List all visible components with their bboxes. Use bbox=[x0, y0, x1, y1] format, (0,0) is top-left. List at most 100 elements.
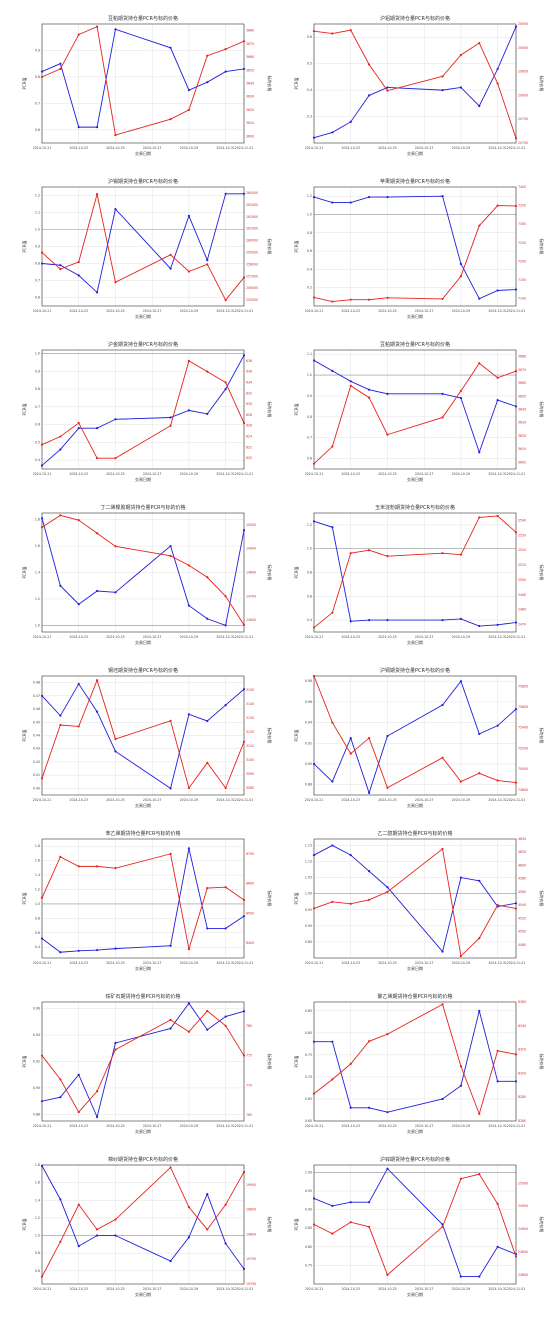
price-point bbox=[386, 890, 389, 893]
price-point bbox=[367, 549, 371, 552]
chart-panel: 0.6 0.7 0.8 0.9 1.0 1.1 3600 3610 3620 3630 3640 36… bbox=[278, 334, 548, 498]
chart-svg: 0.6 0.7 0.8 0.9 1.0 1.1 3600 3610 3620 3630 3640 36… bbox=[293, 341, 545, 482]
price-point bbox=[349, 29, 352, 32]
pcr-point bbox=[206, 259, 209, 262]
price-point bbox=[349, 752, 352, 755]
chart-svg: 0.6 0.7 0.8 0.9 3600 3610 3620 3630 3640 3650 3660… bbox=[21, 15, 273, 156]
x-tick-label: 2024-11-01 bbox=[507, 635, 526, 639]
pcr-point bbox=[386, 734, 389, 738]
x-axis-label: 交易日期 bbox=[407, 1291, 423, 1297]
y2-tick-label: 20750 bbox=[518, 117, 528, 121]
y2-tick-label: 632 bbox=[246, 391, 252, 395]
chart-panel: 0.88 0.90 0.92 0.94 0.96 765 770 775 780 2024-10-… bbox=[6, 986, 276, 1150]
y-tick-label: 0.4 bbox=[35, 945, 40, 949]
price-series-line bbox=[41, 1166, 245, 1277]
pcr-point bbox=[59, 584, 62, 587]
y-axis-label: PCR值 bbox=[21, 730, 27, 742]
x-tick-label: 2024-10-27 bbox=[143, 635, 162, 639]
chart-title: 豆粕期货持仓量PCR与标的价格 bbox=[380, 341, 450, 348]
y2-tick-label: 75800 bbox=[518, 684, 528, 688]
pcr-point bbox=[459, 876, 463, 879]
y2-tick-label: 264000 bbox=[246, 191, 258, 195]
y-tick-label: 0.6 bbox=[307, 35, 312, 39]
price-point bbox=[496, 514, 499, 518]
y2-tick-label: 638 bbox=[246, 359, 252, 363]
y-tick-label: 0.45 bbox=[33, 720, 40, 724]
x-axis-label: 交易日期 bbox=[407, 1128, 423, 1134]
price-point bbox=[169, 118, 172, 121]
price-point bbox=[496, 779, 499, 782]
y-tick-label: 0.8 bbox=[307, 415, 312, 419]
price-point bbox=[206, 886, 209, 890]
x-tick-label: 2024-10-21 bbox=[33, 635, 52, 639]
pcr-point bbox=[40, 694, 44, 697]
price-point bbox=[224, 886, 227, 889]
y-tick-label: 0.8 bbox=[35, 1251, 40, 1255]
pcr-series-line bbox=[313, 680, 517, 795]
x-tick-label: 2024-10-23 bbox=[341, 472, 360, 476]
chart-svg: 0.6 0.8 1.0 1.2 1.4 1.6 1.8 19700 19750 19800 1985… bbox=[21, 1156, 273, 1297]
plot-frame bbox=[313, 1001, 517, 1122]
y2-tick-label: 3670 bbox=[246, 42, 254, 46]
pcr-point bbox=[206, 81, 209, 84]
y2-tick-label: 3650 bbox=[246, 68, 254, 72]
plot-frame bbox=[41, 512, 245, 633]
x-tick-label: 2024-10-27 bbox=[415, 961, 434, 965]
y-tick-label: 1.00 bbox=[305, 1170, 312, 1174]
y2-tick-label: 7300 bbox=[518, 222, 526, 226]
chart-panel: 0.4 0.6 0.8 1.0 1.2 1.4 1.6 1.8 8400 8500 8600 8700… bbox=[6, 823, 276, 987]
pcr-point bbox=[478, 879, 481, 882]
x-axis-label: 交易日期 bbox=[135, 476, 151, 482]
plot-frame bbox=[313, 675, 517, 796]
y-axis-label: PCR值 bbox=[21, 241, 27, 253]
y2-tick-label: 20700 bbox=[518, 141, 528, 145]
price-point bbox=[459, 1065, 463, 1068]
pcr-point bbox=[224, 70, 227, 73]
price-point bbox=[367, 396, 371, 399]
y-tick-label: 0.7 bbox=[35, 101, 40, 105]
pcr-point bbox=[331, 526, 334, 529]
x-tick-label: 2024-10-27 bbox=[143, 1124, 162, 1128]
pcr-point bbox=[478, 624, 481, 628]
pcr-point bbox=[367, 1201, 371, 1204]
y-tick-label: 1.00 bbox=[305, 892, 312, 896]
price-point bbox=[187, 564, 191, 567]
pcr-point bbox=[367, 619, 371, 622]
chart-title: 铁矿石期货持仓量PCR与标的价格 bbox=[106, 993, 181, 1000]
x-tick-label: 2024-10-29 bbox=[180, 309, 199, 313]
price-point bbox=[459, 1177, 463, 1180]
pcr-point bbox=[40, 937, 44, 940]
price-point bbox=[206, 263, 209, 266]
price-point bbox=[169, 253, 172, 256]
y2-tick-label: 20800 bbox=[518, 93, 528, 97]
chart-svg: 0.75 0.80 0.85 0.90 0.95 1.00 24800 24850 24900 2… bbox=[293, 1156, 545, 1297]
x-tick-label: 2024-10-31 bbox=[488, 1124, 507, 1128]
y2-tick-label: 8360 bbox=[518, 1000, 526, 1004]
y2-tick-label: 3670 bbox=[518, 368, 526, 372]
x-tick-label: 2024-10-23 bbox=[69, 1287, 88, 1291]
y2-tick-label: 8260 bbox=[518, 1119, 526, 1123]
pcr-point bbox=[206, 617, 209, 620]
x-tick-label: 2024-10-29 bbox=[452, 472, 471, 476]
pcr-point bbox=[114, 1041, 117, 1045]
y2-tick-label: 260000 bbox=[246, 239, 258, 243]
pcr-point bbox=[77, 1244, 80, 1248]
price-point bbox=[312, 907, 316, 910]
y2-tick-label: 3650 bbox=[518, 394, 526, 398]
price-point bbox=[386, 296, 389, 299]
price-point bbox=[514, 1053, 518, 1056]
price-point bbox=[224, 595, 227, 598]
price-point bbox=[514, 204, 518, 208]
price-point bbox=[40, 526, 44, 529]
price-point bbox=[478, 1112, 481, 1115]
price-point bbox=[242, 1054, 246, 1057]
y-tick-label: 1.2 bbox=[35, 1216, 40, 1220]
y2-tick-label: 3630 bbox=[246, 95, 254, 99]
y-tick-label: 1.2 bbox=[35, 887, 40, 891]
pcr-point bbox=[459, 262, 463, 265]
price-point bbox=[95, 457, 99, 460]
price-point bbox=[459, 954, 463, 958]
pcr-point bbox=[114, 1234, 117, 1237]
plot-frame bbox=[41, 838, 245, 959]
y2-tick-label: 620 bbox=[246, 456, 252, 460]
